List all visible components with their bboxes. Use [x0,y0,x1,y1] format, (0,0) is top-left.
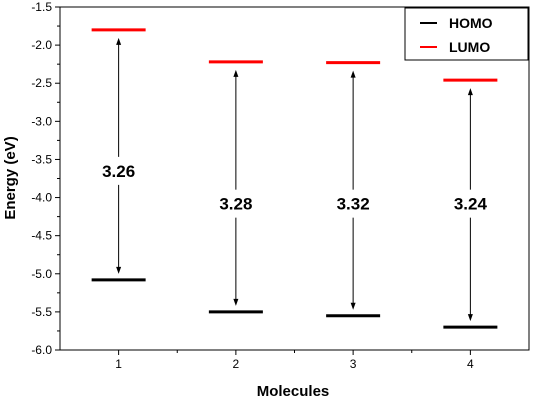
arrowhead-up-4 [467,88,473,96]
gap-label-2: 3.28 [219,195,252,214]
arrowhead-down-1 [116,266,122,274]
y-tick-label-1: -2.0 [31,38,52,52]
y-axis-label: Energy (eV) [2,136,19,219]
y-axis-ticks: -1.5 -2.0 -2.5 -3.0 -3.5 -4.0 -4.5 -5.0 -5.5 -6.0 [31,0,60,357]
legend-label-lumo: LUMO [449,39,490,55]
arrowhead-down-2 [233,298,239,306]
energy-levels [91,28,498,329]
x-tick-label-0: 1 [115,357,122,371]
arrowhead-up-3 [350,70,356,78]
y-tick-label-7: -5.0 [31,267,52,281]
y-tick-label-5: -4.0 [31,191,52,205]
legend-label-homo: HOMO [449,15,493,31]
x-axis-label: Molecules [257,383,330,400]
x-tick-label-2: 3 [350,357,357,371]
y-tick-label-6: -4.5 [31,229,52,243]
arrowhead-up-2 [233,69,239,77]
gap-arrows [116,37,473,322]
legend-box [404,7,529,61]
y-tick-label-9: -6.0 [31,343,52,357]
x-tick-label-3: 4 [467,357,474,371]
gap-labels: 3.26 3.28 3.32 3.24 [102,162,487,214]
y-tick-label-0: -1.5 [31,0,52,14]
arrowhead-down-3 [350,302,356,310]
y-tick-label-3: -3.0 [31,114,52,128]
x-tick-label-1: 2 [233,357,240,371]
x-axis-ticks: 1 2 3 4 [115,350,474,371]
arrowhead-up-1 [116,37,122,45]
gap-label-4: 3.24 [454,195,488,214]
gap-label-1: 3.26 [102,162,135,181]
gap-label-3: 3.32 [337,195,370,214]
y-tick-label-4: -3.5 [31,152,52,166]
legend: HOMO LUMO [404,7,529,61]
y-tick-label-8: -5.5 [31,305,52,319]
y-tick-label-2: -2.5 [31,76,52,90]
arrowhead-down-4 [467,314,473,322]
